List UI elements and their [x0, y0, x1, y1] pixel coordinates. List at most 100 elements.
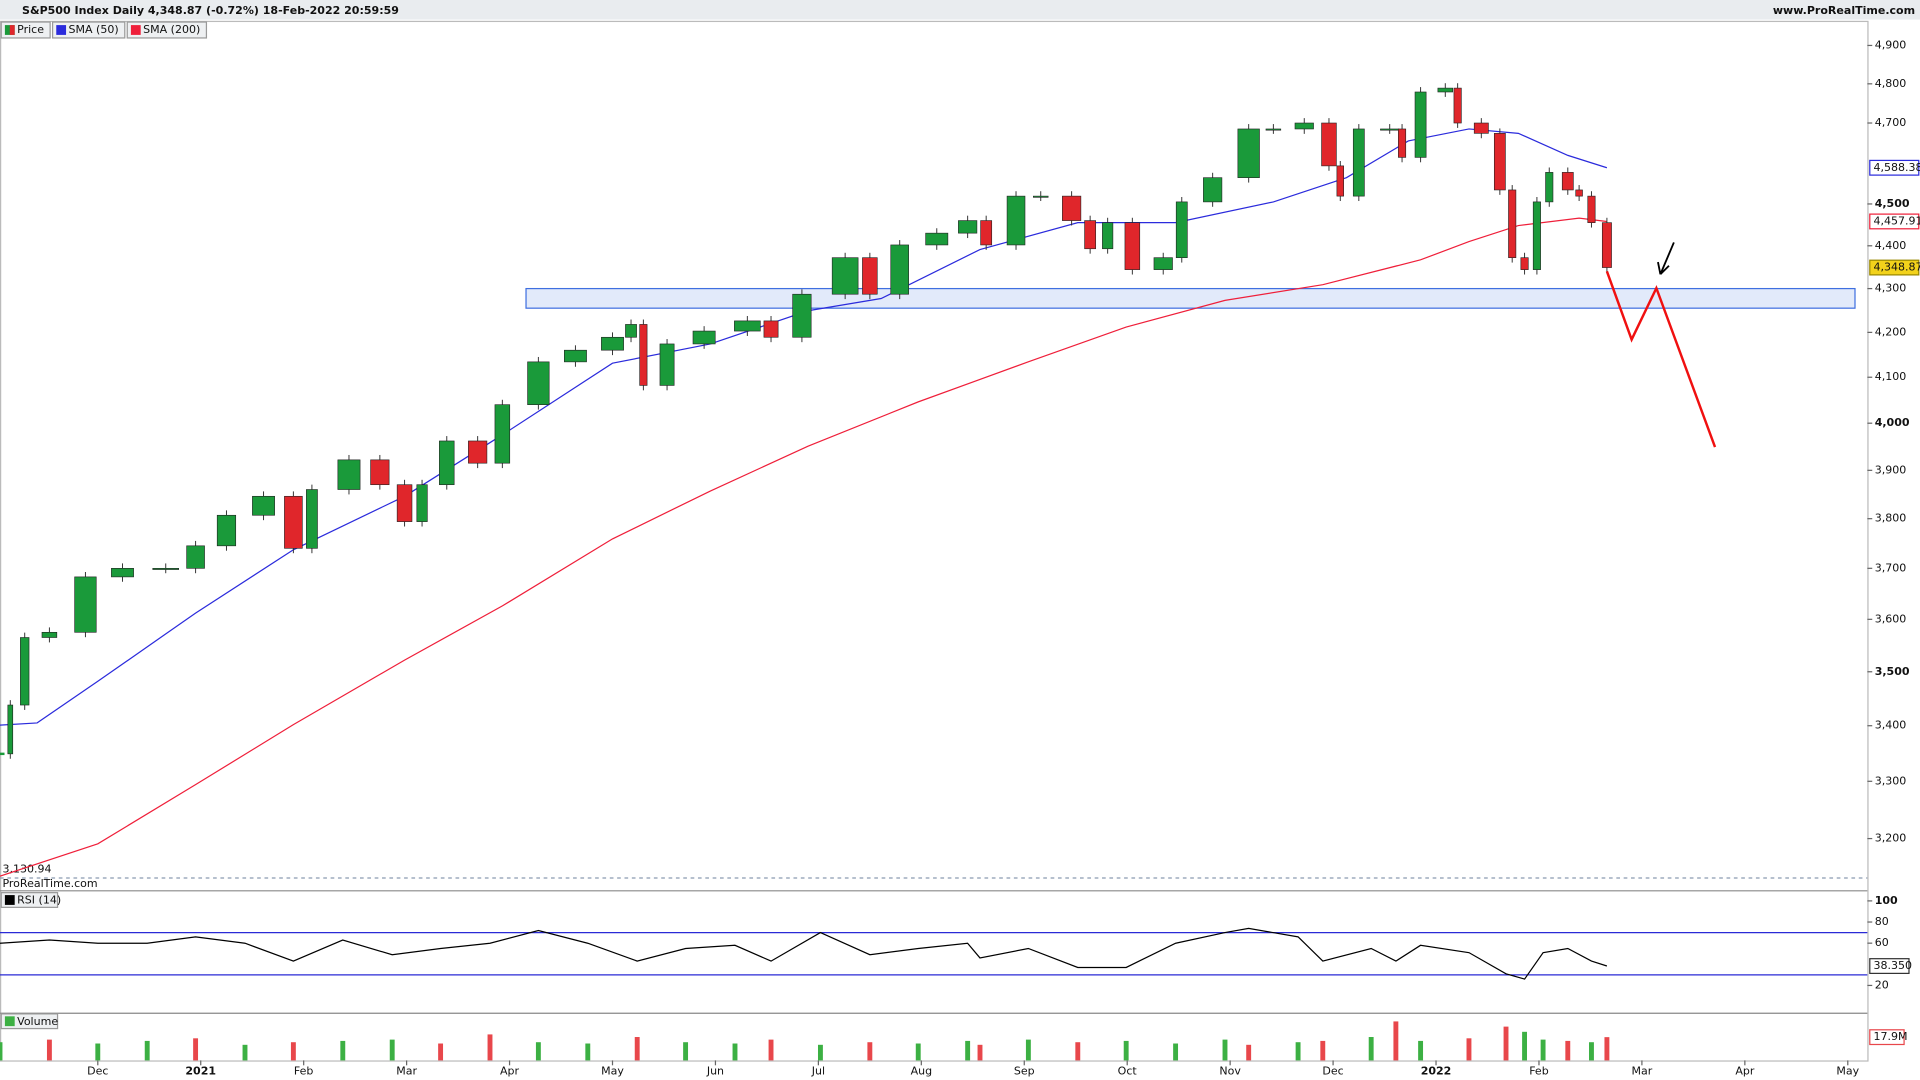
- volume-bar: [634, 1037, 640, 1061]
- volume-bar: [1368, 1037, 1374, 1061]
- candle: [639, 324, 648, 386]
- candle: [1321, 122, 1337, 167]
- y-tick-label: 3,300: [1875, 774, 1907, 787]
- candle: [0, 752, 5, 756]
- y-tick-label: 3,500: [1875, 665, 1910, 678]
- x-tick-label: Oct: [1118, 1064, 1138, 1077]
- rsi-tick-label: 80: [1875, 915, 1889, 928]
- volume-bar: [242, 1044, 248, 1061]
- candle: [370, 459, 390, 486]
- candle: [1033, 195, 1049, 198]
- volume-bar: [144, 1040, 150, 1061]
- volume-bar: [95, 1043, 101, 1061]
- candle: [1124, 222, 1141, 270]
- candle: [1380, 128, 1400, 131]
- x-tick-label: 2021: [185, 1064, 216, 1077]
- candle: [1102, 222, 1114, 250]
- candle: [1237, 128, 1260, 178]
- candle: [7, 704, 14, 755]
- legend-box: [51, 21, 126, 39]
- candle: [890, 244, 909, 295]
- candle: [152, 568, 180, 570]
- y-tick-label: 3,700: [1875, 561, 1907, 574]
- x-tick-label: May: [1836, 1064, 1859, 1077]
- rsi-label: RSI (14): [17, 894, 61, 907]
- source: www.ProRealTime.com: [1773, 4, 1915, 17]
- candle: [958, 220, 978, 234]
- candle: [1062, 195, 1082, 221]
- y-tick-label: 3,900: [1875, 463, 1907, 476]
- volume-bar: [193, 1038, 199, 1061]
- candle: [601, 336, 624, 351]
- candle: [216, 514, 237, 547]
- volume-bar: [1540, 1039, 1546, 1061]
- candle: [252, 495, 275, 516]
- candle: [1006, 195, 1026, 246]
- candle: [1473, 122, 1489, 134]
- y-tick-label: 4,400: [1875, 239, 1907, 252]
- candle: [1508, 189, 1517, 258]
- x-tick-label: Nov: [1219, 1064, 1241, 1077]
- candle: [74, 576, 97, 633]
- y-tick-label: 4,900: [1875, 38, 1907, 51]
- x-tick-label: Dec: [87, 1064, 108, 1077]
- candle: [1601, 222, 1612, 268]
- volume-bar: [1025, 1039, 1031, 1061]
- candle: [416, 484, 428, 522]
- rsi-tick-label: 100: [1875, 894, 1898, 907]
- legend-label: Price: [17, 23, 44, 36]
- x-tick-label: Aug: [911, 1064, 933, 1077]
- watermark: ProRealTime.com: [2, 877, 97, 890]
- x-tick-label: Jun: [706, 1064, 724, 1077]
- candle: [1175, 201, 1188, 258]
- rsi-last-box: [1869, 958, 1910, 975]
- header-bar: [0, 0, 1920, 20]
- candle: [1575, 189, 1583, 197]
- volume-bar: [0, 1042, 3, 1061]
- min-label: 3,130.94: [2, 862, 51, 875]
- volume-bar: [585, 1043, 591, 1061]
- candle: [1587, 195, 1596, 223]
- candle: [494, 404, 511, 464]
- volume-bar: [1295, 1042, 1301, 1061]
- volume-bar: [1503, 1026, 1509, 1061]
- legend-box: [126, 21, 208, 39]
- volume-bar: [1173, 1043, 1179, 1061]
- candle: [1493, 133, 1506, 191]
- candle: [980, 220, 993, 246]
- candle: [1352, 128, 1365, 197]
- volume-bar: [1123, 1040, 1129, 1061]
- volume-bar: [1222, 1039, 1228, 1061]
- candle: [1561, 172, 1574, 191]
- rsi-label-box: [0, 892, 59, 908]
- sma-line: [0, 128, 1608, 726]
- x-tick-label: Jul: [811, 1064, 825, 1077]
- volume-label: Volume: [17, 1015, 58, 1028]
- legend-entry: SMA (50): [51, 21, 126, 39]
- candle: [831, 257, 859, 295]
- candle: [792, 293, 812, 338]
- rsi-line: [0, 927, 1608, 980]
- candle: [564, 349, 587, 363]
- volume-bar: [1393, 1021, 1399, 1061]
- volume-bar: [389, 1039, 395, 1061]
- last-value-label: 4,457.91: [1873, 214, 1920, 227]
- y-tick-label: 4,100: [1875, 370, 1907, 383]
- volume-bar: [1418, 1040, 1424, 1061]
- volume-bar: [1320, 1040, 1326, 1061]
- y-tick-label: 3,400: [1875, 719, 1907, 732]
- legend-entry: Price: [0, 21, 51, 39]
- legend-label: SMA (50): [69, 23, 119, 36]
- volume-bar: [290, 1042, 296, 1061]
- legend-swatch: [56, 25, 67, 35]
- plot-frame: [0, 20, 1869, 1062]
- x-tick-label: Feb: [1529, 1064, 1549, 1077]
- legend-swatch: [9, 25, 15, 35]
- candle: [1532, 201, 1541, 270]
- volume-bar: [340, 1040, 346, 1061]
- rsi-tick-label: 60: [1875, 936, 1889, 949]
- candle: [439, 440, 455, 486]
- legend-swatch: [130, 25, 141, 35]
